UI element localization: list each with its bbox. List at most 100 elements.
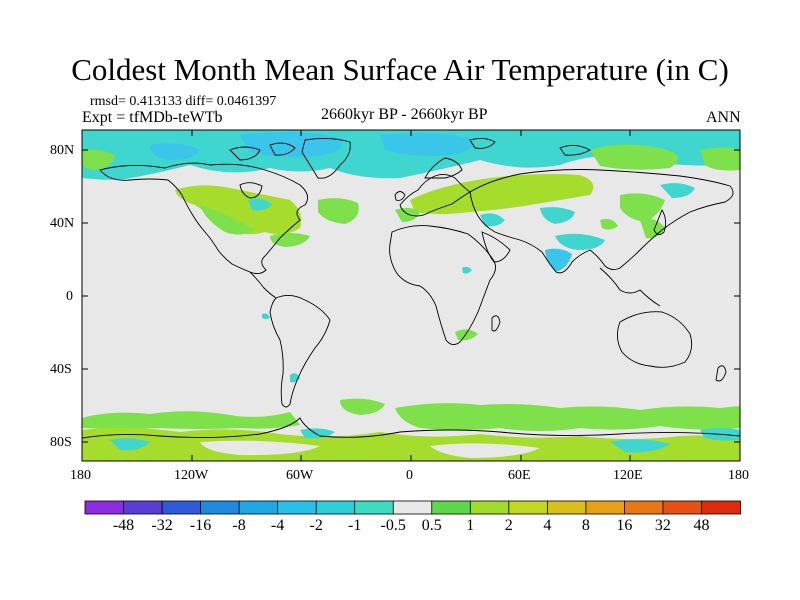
colorbar-label: 2 xyxy=(504,517,513,534)
colorbar-swatch xyxy=(238,500,279,515)
coast-central-america xyxy=(249,271,277,299)
coast-scandinavia xyxy=(424,157,463,179)
atlantic-green-region-2 xyxy=(270,233,310,247)
antarctica-cyan-patch-2 xyxy=(610,439,670,453)
asia-green-small xyxy=(600,218,618,230)
colorbar-label: 1 xyxy=(466,517,475,534)
arctic-green-patch-2 xyxy=(82,149,115,170)
arctic-green-patch xyxy=(590,144,678,170)
colorbar-swatch xyxy=(277,500,318,515)
africa-green-patch xyxy=(455,329,478,341)
east-asia-green-patch xyxy=(620,193,665,222)
colorbar-label: -32 xyxy=(151,517,173,534)
colorbar-label: 8 xyxy=(581,517,590,534)
lon-tick-label: 60W xyxy=(286,468,314,483)
chart-title: Coldest Month Mean Surface Air Temperatu… xyxy=(71,52,729,87)
colorbar-label: -2 xyxy=(309,517,323,534)
colorbar-label: 16 xyxy=(616,517,633,534)
eurasia-green-region xyxy=(410,174,594,214)
coast-southeast-asia xyxy=(599,267,661,307)
lon-tick-label: 120E xyxy=(613,468,643,483)
coast-new-zealand xyxy=(715,365,727,382)
colorbar-label: -16 xyxy=(189,517,212,534)
coastlines xyxy=(82,137,740,439)
coast-hudson-bay xyxy=(239,182,263,199)
lon-tick-label: 120W xyxy=(174,468,209,483)
lat-tick-label: 0 xyxy=(66,289,73,304)
colorbar-swatch xyxy=(161,500,202,515)
colorbar-label: 4 xyxy=(543,517,552,534)
antarctica-gray-interior-2 xyxy=(430,443,540,458)
colorbar-label: -0.5 xyxy=(380,517,406,534)
colorbar-swatch xyxy=(508,500,549,515)
colorbar-swatch xyxy=(84,500,125,515)
east-asia-green-patch-2 xyxy=(640,218,665,239)
coast-asia xyxy=(469,169,734,274)
colorbar-swatch xyxy=(431,500,472,515)
colorbar-label: -8 xyxy=(232,517,246,534)
lat-tick-label: 80N xyxy=(50,143,75,158)
east-siberia-cyan xyxy=(660,183,695,198)
season-label: ANN xyxy=(706,109,741,126)
colorbar-label: 48 xyxy=(693,517,710,534)
stats-label: rmsd= 0.413133 diff= 0.0461397 xyxy=(90,94,277,109)
colorbar-swatch xyxy=(662,500,703,515)
coast-north-america xyxy=(99,162,309,275)
lon-tick-label: 0 xyxy=(406,468,413,483)
coast-uk xyxy=(394,191,406,201)
anomaly-field xyxy=(82,130,740,461)
axis-ticks xyxy=(81,130,741,461)
colorbar-swatch xyxy=(392,500,433,515)
coast-greenland xyxy=(301,137,351,179)
lat-tick-label: 80S xyxy=(50,435,72,450)
atlantic-green-region xyxy=(318,198,359,224)
coast-arctic-islands xyxy=(229,137,591,161)
southern-ocean-green xyxy=(82,411,300,429)
sahara-cyan-patch xyxy=(462,266,472,274)
southern-ocean-green-3 xyxy=(395,403,740,431)
lon-tick-label: 180 xyxy=(70,468,91,483)
colorbar-label: 32 xyxy=(654,517,671,534)
colorbar-swatch xyxy=(585,500,626,515)
colorbar-label: 0.5 xyxy=(421,517,442,534)
lon-tick-label: 60E xyxy=(508,468,531,483)
colorbar-label: -4 xyxy=(270,517,285,534)
colorbar-swatch xyxy=(123,500,163,515)
antarctica-gray-interior xyxy=(200,440,320,456)
middle-east-cyan xyxy=(480,213,505,227)
coast-south-america xyxy=(269,295,331,408)
arctic-blue-region-3 xyxy=(150,143,200,160)
central-asia-cyan-region xyxy=(540,207,575,224)
colorbar-swatch xyxy=(546,500,587,515)
antarctica-cyan-patch-3 xyxy=(300,428,335,439)
experiment-label: Expt = tfMDb-teWTb xyxy=(82,109,223,126)
lat-tick-label: 40N xyxy=(50,216,75,231)
coast-africa xyxy=(389,225,496,345)
coast-japan xyxy=(653,208,667,235)
colorbar-label: -1 xyxy=(348,517,362,534)
coast-australia xyxy=(617,311,693,368)
period-label: 2660kyr BP - 2660kyr BP xyxy=(321,106,488,123)
coast-antarctica xyxy=(82,417,740,439)
colorbar-swatch xyxy=(200,500,241,515)
colorbar-swatch xyxy=(624,500,664,515)
europe-green-patch xyxy=(395,207,420,222)
south-america-cyan-patch xyxy=(262,313,270,319)
coast-madagascar xyxy=(491,315,501,332)
antarctica-cyan-patch xyxy=(110,438,150,451)
colorbar-swatch xyxy=(701,500,741,515)
colorbar-label: -48 xyxy=(112,517,135,534)
colorbar xyxy=(84,500,741,515)
arctic-green-patch-3 xyxy=(700,147,740,171)
southern-ocean-green-2 xyxy=(340,398,385,415)
north-america-green-region xyxy=(175,185,302,235)
north-america-cyan-patch xyxy=(248,198,272,211)
colorbar-swatch xyxy=(315,500,356,515)
north-america-light-region xyxy=(200,205,255,235)
tibet-cyan-region xyxy=(555,233,605,250)
lat-tick-label: 40S xyxy=(50,362,72,377)
lon-tick-label: 180 xyxy=(728,468,749,483)
colorbar-swatch xyxy=(354,500,395,515)
colorbar-swatch xyxy=(469,500,510,515)
